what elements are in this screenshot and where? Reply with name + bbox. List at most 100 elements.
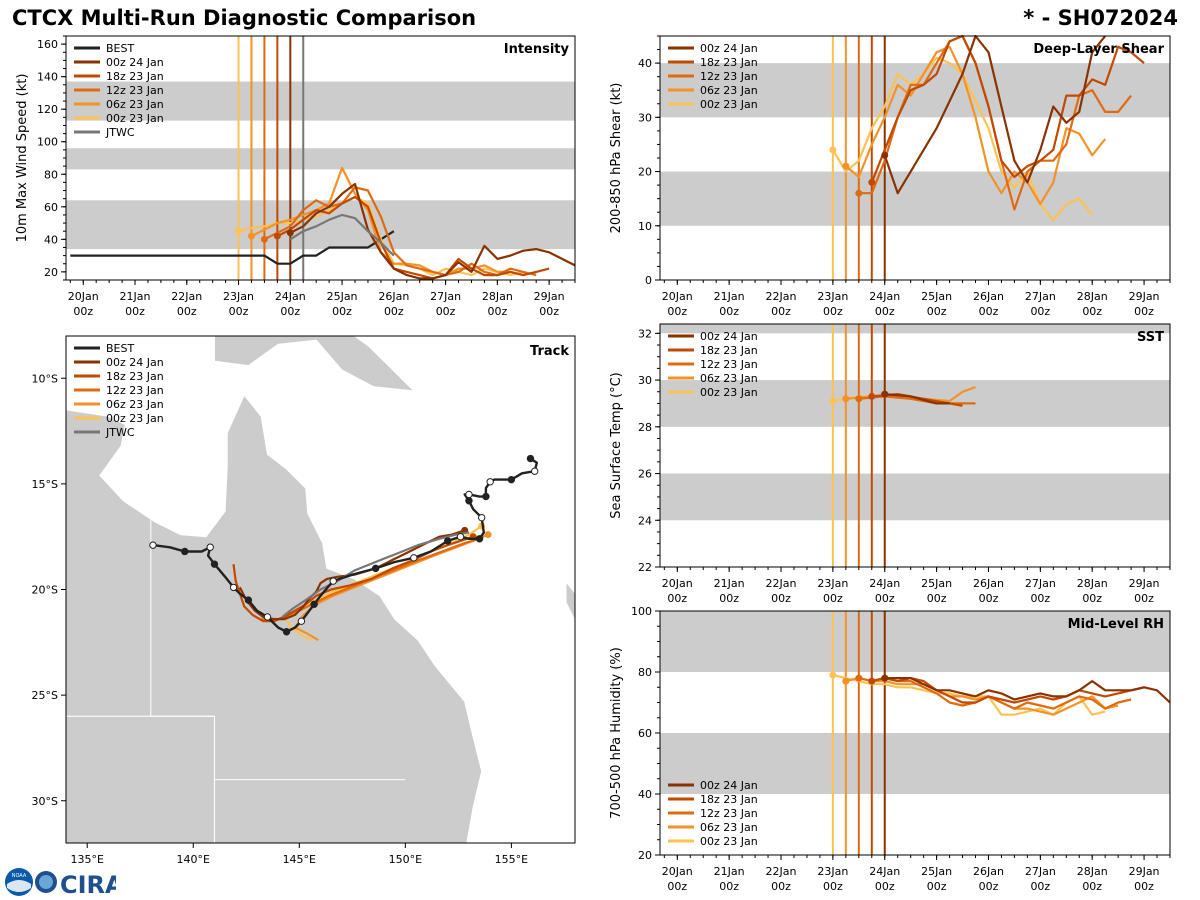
intensity-xtick-sublabel-22jan: 00z	[177, 305, 197, 318]
intensity-series-start-00z-23-jan	[235, 227, 243, 235]
rh-xtick-sublabel-26jan: 00z	[979, 880, 999, 893]
intensity-xtick-sublabel-21jan: 00z	[125, 305, 145, 318]
rh-legend-label-00z-23-jan: 00z 23 Jan	[700, 835, 758, 848]
rh-xtick-label-27jan: 27Jan	[1025, 865, 1056, 878]
track-legend-label-best: BEST	[106, 342, 134, 355]
storm-id: * - SH072024	[1023, 6, 1178, 30]
sst-ylabel: Sea Surface Temp (°C)	[609, 372, 624, 519]
shear-xtick-sublabel-27jan: 00z	[1030, 305, 1050, 318]
track-series-start-06z-23-jan	[484, 531, 492, 539]
sst-xtick-sublabel-27jan: 00z	[1030, 592, 1050, 605]
shear-ytick-label-10: 10	[638, 220, 652, 233]
sst-ytick-label-32: 32	[638, 327, 652, 340]
sst-xtick-label-25jan: 25Jan	[921, 577, 952, 590]
shear-series-start-00z-23-jan	[829, 146, 837, 154]
rh-series-start-12z-23-jan	[855, 674, 863, 682]
sst-xtick-sublabel-25jan: 00z	[927, 592, 947, 605]
shear-xtick-sublabel-22jan: 00z	[771, 305, 791, 318]
sst-ytick-label-24: 24	[638, 514, 652, 527]
track-legend-label-00z-23-jan: 00z 23 Jan	[106, 412, 164, 425]
rh-legend-label-18z-23-jan: 18z 23 Jan	[700, 793, 758, 806]
track-best-point	[482, 492, 490, 501]
shear-xtick-sublabel-28jan: 00z	[1082, 305, 1102, 318]
shear-series-06z-23-jan	[845, 45, 1107, 206]
sst-xtick-sublabel-20jan: 00z	[667, 592, 687, 605]
rh-xtick-label-25jan: 25Jan	[921, 865, 952, 878]
rh-series-18z-23-jan	[871, 677, 1145, 704]
rh-legend-label-06z-23-jan: 06z 23 Jan	[700, 821, 758, 834]
track-legend-label-00z-24-jan: 00z 24 Jan	[106, 356, 164, 369]
rh-ytick-label-20: 20	[638, 849, 652, 862]
sst-xtick-sublabel-22jan: 00z	[771, 592, 791, 605]
shear-xtick-sublabel-26jan: 00z	[979, 305, 999, 318]
shear-panel: 0 10 20 30 40 20Jan 00z 21Jan 00z 22Jan 00z 23Jan 00…	[609, 34, 1171, 318]
main-title: CTCX Multi-Run Diagnostic Comparison	[12, 6, 477, 30]
rh-band-0	[660, 733, 1170, 794]
sst-xtick-sublabel-21jan: 00z	[719, 592, 739, 605]
rh-series-06z-23-jan	[845, 677, 1119, 716]
sst-xtick-label-26jan: 26Jan	[973, 577, 1004, 590]
intensity-xtick-label-26jan: 26Jan	[378, 290, 409, 303]
sst-xtick-label-28jan: 28Jan	[1077, 577, 1108, 590]
sst-band-0	[660, 473, 1170, 521]
intensity-band-2	[66, 81, 575, 121]
track-ytick-label-2: 20°S	[32, 584, 58, 597]
intensity-xtick-label-27jan: 27Jan	[430, 290, 461, 303]
sst-legend-label-12z-23-jan: 12z 23 Jan	[700, 358, 758, 371]
intensity-xtick-label-24jan: 24Jan	[275, 290, 306, 303]
intensity-band-1	[66, 148, 575, 170]
intensity-legend-label-06z-23-jan: 06z 23 Jan	[106, 98, 164, 111]
track-best-point	[282, 628, 291, 636]
intensity-ytick-label-120: 120	[37, 103, 58, 116]
sst-xtick-label-22jan: 22Jan	[766, 577, 797, 590]
rh-xtick-label-28jan: 28Jan	[1077, 865, 1108, 878]
intensity-ytick-label-60: 60	[44, 201, 58, 214]
sst-legend-label-06z-23-jan: 06z 23 Jan	[700, 372, 758, 385]
intensity-xtick-sublabel-23jan: 00z	[229, 305, 249, 318]
sst-ytick-label-22: 22	[638, 561, 652, 574]
rh-xtick-sublabel-24jan: 00z	[875, 880, 895, 893]
track-best-point	[475, 535, 484, 543]
intensity-panel: 20 40 60 80 100 120 140 160 20Jan 00z 21Jan 00z 22Ja…	[15, 35, 576, 318]
intensity-xtick-sublabel-28jan: 00z	[487, 305, 507, 318]
track-best-point	[310, 600, 318, 608]
track-best-point	[531, 467, 539, 475]
rh-band-1	[660, 611, 1170, 672]
shear-ytick-label-40: 40	[638, 57, 652, 70]
shear-series-start-00z-24-jan	[881, 151, 889, 159]
track-new-guinea-land	[214, 335, 416, 392]
intensity-ytick-label-80: 80	[44, 168, 58, 181]
sst-xtick-label-23jan: 23Jan	[817, 577, 848, 590]
intensity-legend-label-00z-24-jan: 00z 24 Jan	[106, 56, 164, 69]
track-best-point	[486, 478, 494, 486]
shear-xtick-label-21jan: 21Jan	[714, 290, 745, 303]
shear-xtick-label-27jan: 27Jan	[1025, 290, 1056, 303]
track-xtick-label-150: 150°E	[389, 853, 422, 866]
rh-series-12z-23-jan	[858, 677, 1132, 710]
rh-title: Mid-Level RH	[1068, 617, 1164, 632]
intensity-series-00z-24-jan	[289, 182, 576, 280]
shear-legend-label-06z-23-jan: 06z 23 Jan	[700, 84, 758, 97]
intensity-xtick-sublabel-27jan: 00z	[436, 305, 456, 318]
sst-band-2	[660, 324, 1170, 334]
rh-ylabel: 700-500 hPa Humidity (%)	[609, 647, 624, 819]
track-best-point	[456, 532, 465, 541]
sst-series-12z-23-jan	[858, 395, 976, 405]
track-best-point	[263, 613, 272, 621]
shear-xtick-sublabel-23jan: 00z	[823, 305, 843, 318]
shear-series-18z-23-jan	[870, 34, 1145, 183]
sst-frame	[659, 323, 1171, 568]
sst-legend-label-00z-24-jan: 00z 24 Jan	[700, 330, 758, 343]
shear-xtick-sublabel-29jan: 00z	[1134, 305, 1154, 318]
sst-xtick-sublabel-28jan: 00z	[1082, 592, 1102, 605]
rh-xtick-label-22jan: 22Jan	[766, 865, 797, 878]
sst-xtick-sublabel-29jan: 00z	[1134, 592, 1154, 605]
track-ytick-label-4: 30°S	[32, 795, 58, 808]
rh-xtick-label-23jan: 23Jan	[817, 865, 848, 878]
rh-series-start-00z-24-jan	[881, 674, 889, 682]
rh-series-00z-23-jan	[832, 673, 1106, 716]
rh-ytick-label-40: 40	[638, 788, 652, 801]
intensity-xtick-sublabel-24jan: 00z	[280, 305, 300, 318]
intensity-xtick-label-22jan: 22Jan	[171, 290, 202, 303]
noaa-logo-text: NOAA	[12, 873, 27, 879]
